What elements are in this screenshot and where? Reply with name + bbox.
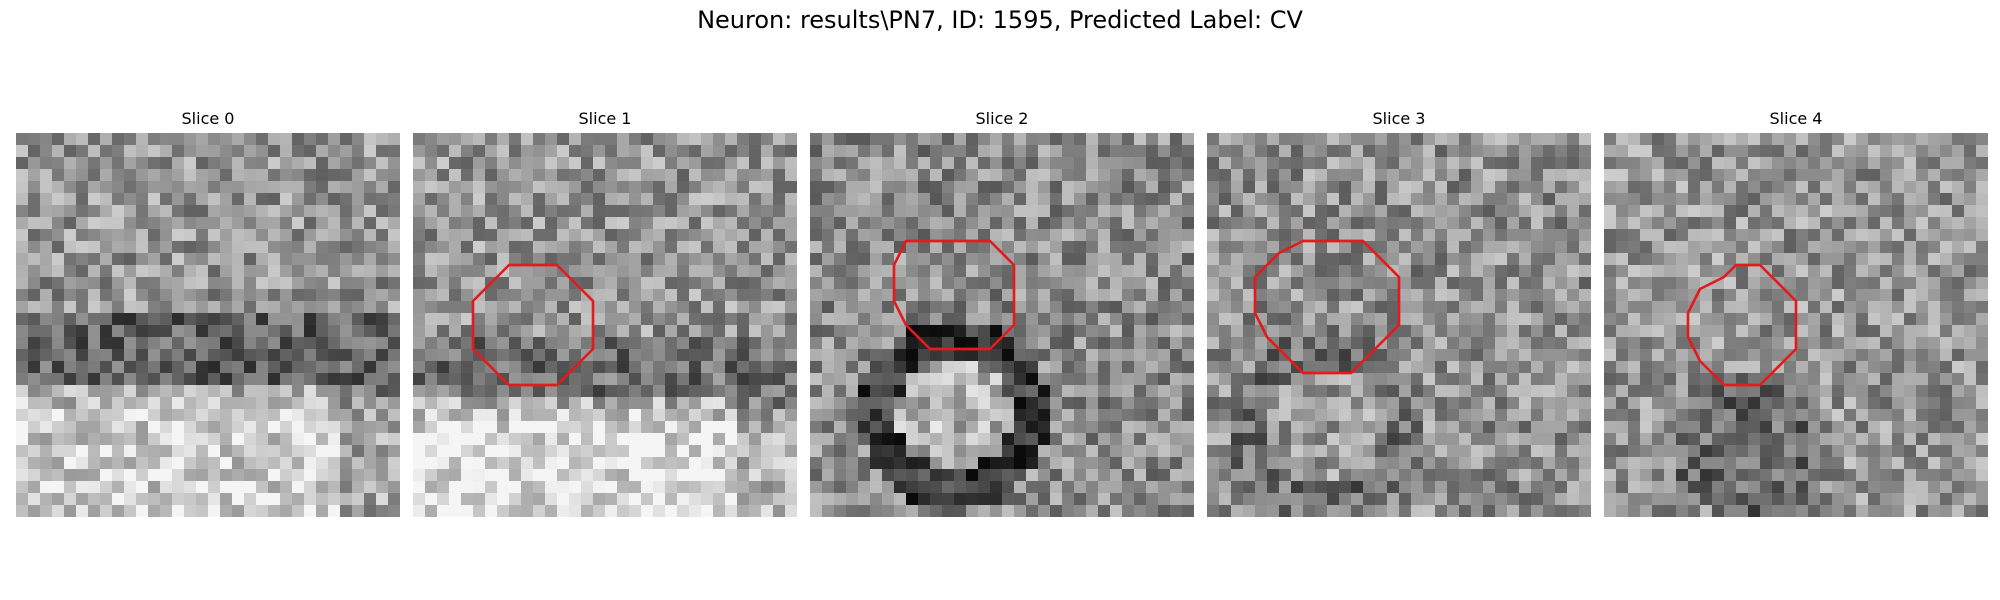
slice-title-4: Slice 4 — [1769, 109, 1823, 128]
slice-image-4 — [1604, 133, 1988, 517]
slice-title-0: Slice 0 — [181, 109, 235, 128]
contour-outline-2 — [892, 239, 1016, 351]
slice-image-0 — [16, 133, 400, 517]
pixel-grid-3 — [1207, 133, 1591, 517]
slice-image-2 — [810, 133, 1194, 517]
contour-outline-1 — [471, 263, 595, 387]
slice-svg-4 — [1604, 133, 1988, 517]
slice-panel-3: Slice 3 — [1207, 108, 1591, 517]
slice-panel-2: Slice 2 — [810, 108, 1194, 517]
slice-panel-4: Slice 4 — [1604, 108, 1988, 517]
slice-image-3 — [1207, 133, 1591, 517]
slice-panel-0: Slice 0 — [16, 108, 400, 517]
slice-svg-3 — [1207, 133, 1591, 517]
pixel-grid-1 — [413, 133, 797, 517]
figure-title: Neuron: results\PN7, ID: 1595, Predicted… — [697, 6, 1303, 34]
slice-panel-1: Slice 1 — [413, 108, 797, 517]
pixel-grid-0 — [16, 133, 400, 517]
slice-svg-0 — [16, 133, 400, 517]
contour-outline-4 — [1686, 263, 1798, 387]
slice-title-1: Slice 1 — [578, 109, 632, 128]
slice-image-1 — [413, 133, 797, 517]
slice-svg-2 — [810, 133, 1194, 517]
contour-outline-3 — [1253, 239, 1401, 375]
pixel-grid-2 — [810, 133, 1194, 517]
slice-svg-1 — [413, 133, 797, 517]
slice-title-2: Slice 2 — [975, 109, 1029, 128]
pixel-grid-4 — [1604, 133, 1988, 517]
slice-title-3: Slice 3 — [1372, 109, 1426, 128]
